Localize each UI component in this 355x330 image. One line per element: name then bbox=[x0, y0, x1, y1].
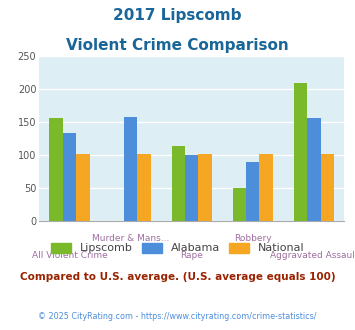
Text: Rape: Rape bbox=[180, 251, 203, 260]
Text: Robbery: Robbery bbox=[234, 234, 272, 243]
Bar bbox=[49, 118, 63, 221]
Bar bbox=[260, 154, 273, 221]
Bar bbox=[246, 162, 260, 221]
Text: Violent Crime Comparison: Violent Crime Comparison bbox=[66, 38, 289, 53]
Bar bbox=[124, 117, 137, 221]
Bar bbox=[137, 154, 151, 221]
Text: Compared to U.S. average. (U.S. average equals 100): Compared to U.S. average. (U.S. average … bbox=[20, 272, 335, 282]
Bar bbox=[198, 154, 212, 221]
Bar bbox=[185, 155, 198, 221]
Text: Aggravated Assault: Aggravated Assault bbox=[269, 251, 355, 260]
Text: Murder & Mans...: Murder & Mans... bbox=[92, 234, 169, 243]
Text: 2017 Lipscomb: 2017 Lipscomb bbox=[113, 8, 242, 23]
Text: All Violent Crime: All Violent Crime bbox=[32, 251, 108, 260]
Bar bbox=[321, 154, 334, 221]
Bar bbox=[63, 133, 76, 221]
Bar bbox=[307, 118, 321, 221]
Bar bbox=[76, 154, 90, 221]
Text: © 2025 CityRating.com - https://www.cityrating.com/crime-statistics/: © 2025 CityRating.com - https://www.city… bbox=[38, 312, 317, 321]
Bar bbox=[233, 188, 246, 221]
Legend: Lipscomb, Alabama, National: Lipscomb, Alabama, National bbox=[47, 238, 308, 258]
Bar bbox=[171, 146, 185, 221]
Bar bbox=[294, 83, 307, 221]
